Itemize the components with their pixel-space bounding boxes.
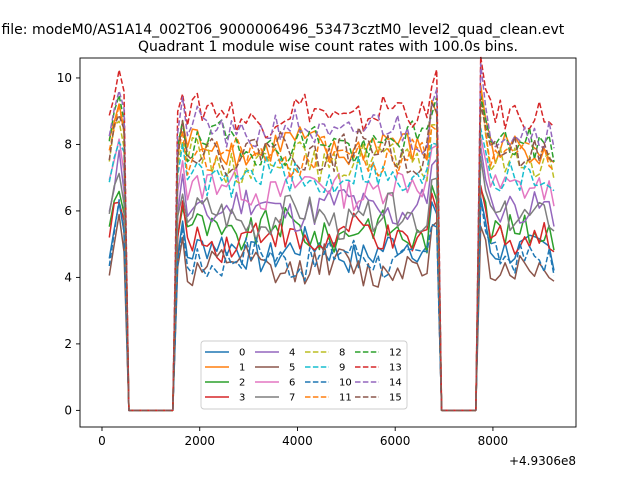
legend-label-0: 0	[239, 348, 245, 359]
x-tick-label: 6000	[380, 434, 411, 448]
x-offset-label: +4.9306e8	[509, 454, 576, 468]
legend-label-6: 6	[289, 378, 295, 389]
x-tick-label: 8000	[478, 434, 509, 448]
series-line-10	[108, 197, 555, 412]
series-line-13	[108, 56, 555, 412]
series-layer	[108, 56, 555, 412]
legend-label-2: 2	[239, 378, 245, 389]
legend-label-7: 7	[289, 393, 295, 404]
legend-label-3: 3	[239, 393, 245, 404]
plot-frame	[79, 57, 577, 428]
y-tick-label: 6	[64, 204, 72, 218]
y-axis: 0 2 4 6 8 10	[57, 71, 80, 417]
legend-label-5: 5	[289, 363, 295, 374]
y-tick-label: 2	[64, 337, 72, 351]
y-tick-label: 4	[64, 270, 72, 284]
legend-label-11: 11	[339, 393, 352, 404]
y-tick-label: 0	[64, 403, 72, 417]
x-tick-label: 2000	[184, 434, 215, 448]
legend-label-12: 12	[389, 348, 402, 359]
x-axis: 0 2000 4000 6000 8000	[98, 427, 508, 448]
legend-label-14: 14	[389, 378, 402, 389]
series-line-15	[108, 102, 555, 412]
legend-label-1: 1	[239, 363, 245, 374]
legend-label-13: 13	[389, 363, 402, 374]
legend-label-15: 15	[389, 393, 402, 404]
legend-label-9: 9	[339, 363, 345, 374]
chart-title: Quadrant 1 module wise count rates with …	[138, 39, 518, 55]
y-tick-label: 10	[57, 71, 72, 85]
legend-box	[200, 340, 408, 410]
legend-label-8: 8	[339, 348, 345, 359]
legend-label-10: 10	[339, 378, 352, 389]
y-tick-label: 8	[64, 137, 72, 151]
legend-label-4: 4	[289, 348, 295, 359]
chart-suptitle: In file: modeM0/AS1A14_002T06_9000006496…	[0, 22, 565, 38]
x-tick-label: 4000	[282, 434, 313, 448]
x-tick-label: 0	[98, 434, 106, 448]
